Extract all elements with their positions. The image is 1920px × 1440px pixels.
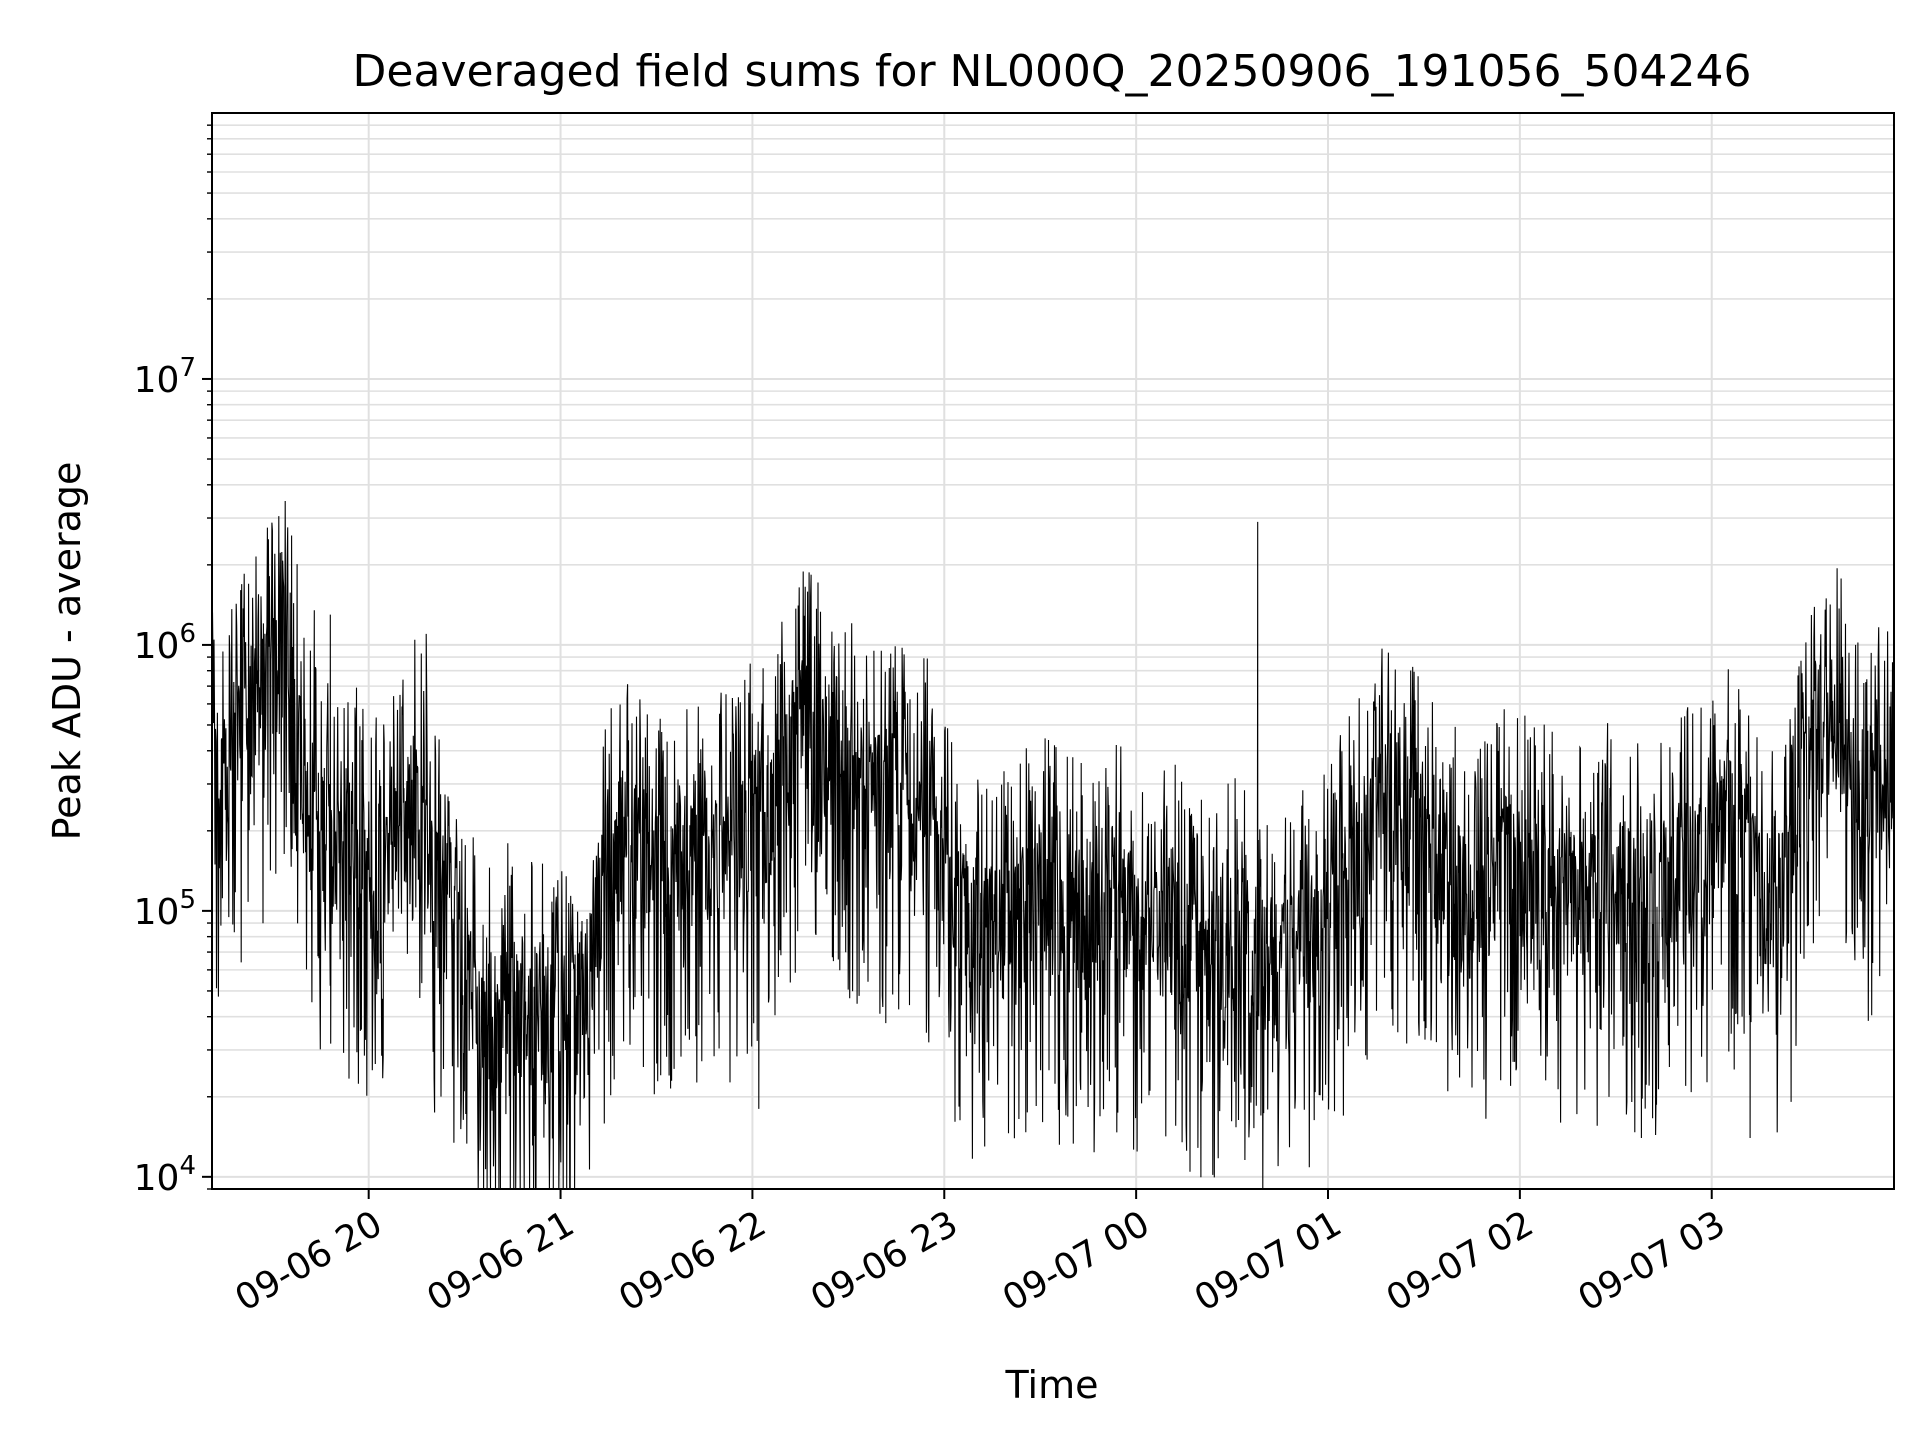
y-axis: 104 105 106 107 xyxy=(134,124,212,1199)
y-tick-label: 104 xyxy=(134,1151,196,1199)
y-tick-label: 107 xyxy=(134,353,196,401)
x-axis-label: Time xyxy=(1005,1363,1099,1407)
series-layer xyxy=(211,500,1895,1190)
y-axis-label: Peak ADU - average xyxy=(45,462,89,841)
plot-frame xyxy=(211,112,1895,1190)
y-tick-label: 106 xyxy=(134,619,196,667)
chart-title: Deaveraged field sums for NL000Q_2025090… xyxy=(353,46,1752,97)
series-line xyxy=(211,500,1895,1190)
y-tick-label: 105 xyxy=(134,885,196,933)
